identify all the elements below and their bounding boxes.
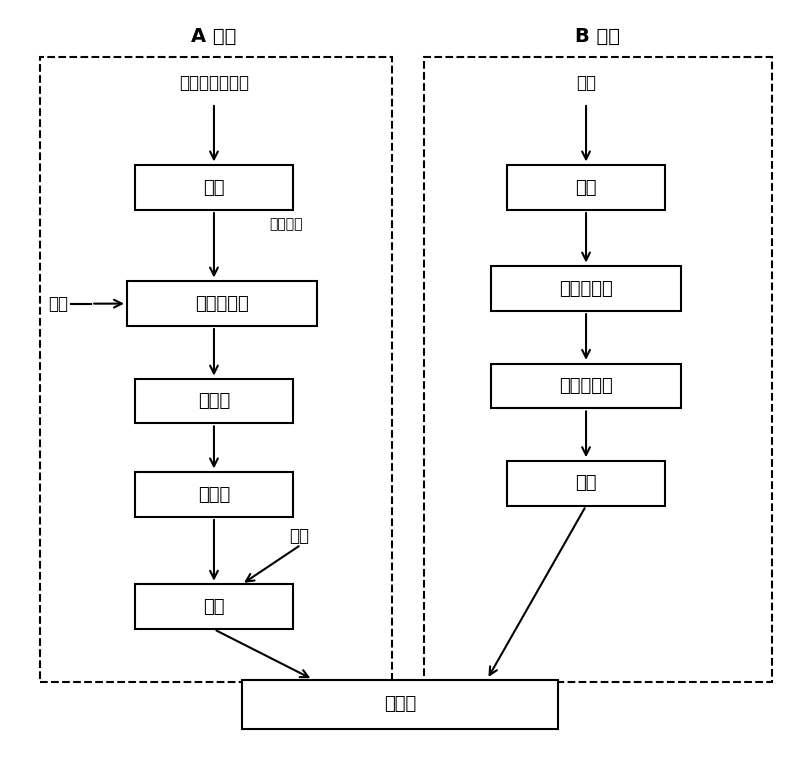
Text: 圆盘给料机: 圆盘给料机 (559, 279, 613, 298)
Bar (424, 57, 772, 682)
Bar (491, 363, 681, 409)
Text: 喷水: 喷水 (48, 294, 68, 313)
Text: 斗提机: 斗提机 (198, 485, 230, 503)
Text: 料仓: 料仓 (575, 179, 597, 197)
Text: 皮带: 皮带 (575, 475, 597, 492)
Bar (134, 584, 293, 629)
Bar (507, 165, 666, 210)
Bar (134, 378, 293, 423)
Text: B 系统: B 系统 (575, 26, 621, 46)
Text: 料仓: 料仓 (203, 179, 225, 197)
Bar (40, 57, 392, 682)
Text: 喷水: 喷水 (289, 527, 309, 545)
Text: 混料机: 混料机 (384, 695, 416, 713)
Bar (242, 680, 558, 728)
Text: A 系统: A 系统 (191, 26, 237, 46)
Bar (134, 472, 293, 517)
Bar (134, 165, 293, 210)
Text: 刑板机: 刑板机 (198, 392, 230, 410)
Text: 电子皮带秤: 电子皮带秤 (559, 377, 613, 395)
Bar (507, 461, 666, 506)
Bar (491, 266, 681, 311)
Bar (127, 281, 317, 326)
Text: 湿料: 湿料 (576, 73, 596, 92)
Text: 螺旋给料机: 螺旋给料机 (195, 294, 249, 313)
Text: 细粒级干粉物料: 细粒级干粉物料 (179, 73, 249, 92)
Text: 气力输送: 气力输送 (270, 217, 303, 232)
Text: 溜槽: 溜槽 (203, 598, 225, 616)
